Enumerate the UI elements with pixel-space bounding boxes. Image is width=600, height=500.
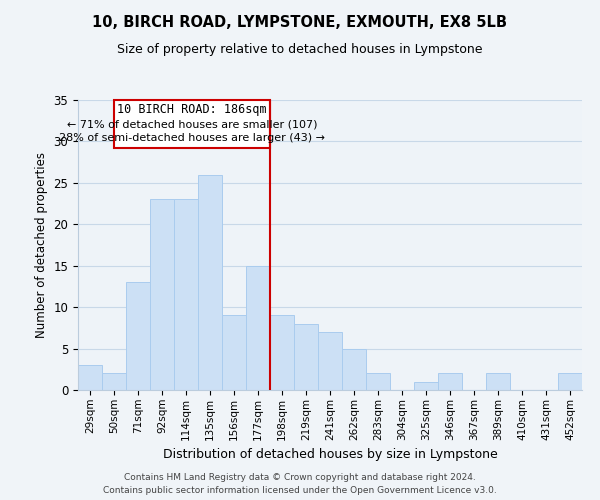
Bar <box>486 374 510 390</box>
X-axis label: Distribution of detached houses by size in Lympstone: Distribution of detached houses by size … <box>163 448 497 461</box>
Text: Contains public sector information licensed under the Open Government Licence v3: Contains public sector information licen… <box>103 486 497 495</box>
Bar <box>438 374 462 390</box>
Bar <box>102 374 126 390</box>
Text: ← 71% of detached houses are smaller (107): ← 71% of detached houses are smaller (10… <box>67 119 317 129</box>
Text: Size of property relative to detached houses in Lympstone: Size of property relative to detached ho… <box>117 42 483 56</box>
Text: 10 BIRCH ROAD: 186sqm: 10 BIRCH ROAD: 186sqm <box>117 103 267 116</box>
Bar <box>294 324 318 390</box>
Bar <box>126 282 150 390</box>
Bar <box>198 174 222 390</box>
Bar <box>150 200 174 390</box>
Y-axis label: Number of detached properties: Number of detached properties <box>35 152 48 338</box>
Bar <box>222 316 246 390</box>
Bar <box>246 266 270 390</box>
Text: Contains HM Land Registry data © Crown copyright and database right 2024.: Contains HM Land Registry data © Crown c… <box>124 474 476 482</box>
Bar <box>342 348 366 390</box>
Text: 28% of semi-detached houses are larger (43) →: 28% of semi-detached houses are larger (… <box>59 134 325 143</box>
Bar <box>174 200 198 390</box>
Text: 10, BIRCH ROAD, LYMPSTONE, EXMOUTH, EX8 5LB: 10, BIRCH ROAD, LYMPSTONE, EXMOUTH, EX8 … <box>92 15 508 30</box>
Bar <box>318 332 342 390</box>
Bar <box>366 374 390 390</box>
Bar <box>270 316 294 390</box>
Bar <box>414 382 438 390</box>
FancyBboxPatch shape <box>114 100 270 148</box>
Bar <box>78 365 102 390</box>
Bar <box>558 374 582 390</box>
